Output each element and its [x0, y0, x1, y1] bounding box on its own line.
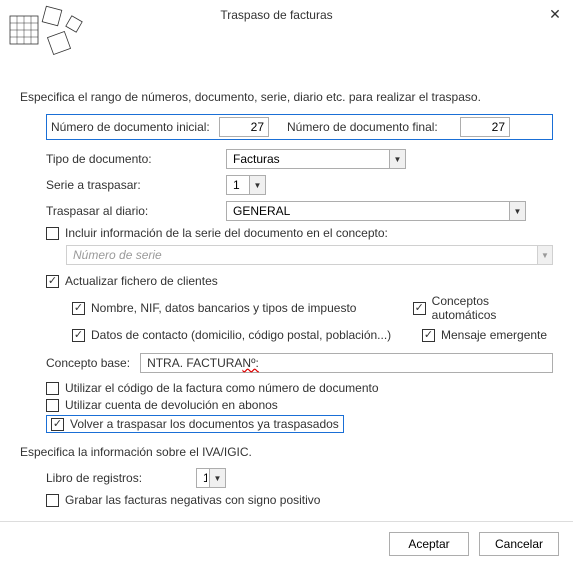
- libro-select[interactable]: ▼: [196, 468, 226, 488]
- doc-number-highlight: Número de documento inicial: Número de d…: [46, 114, 553, 140]
- nombre-row: Nombre, NIF, datos bancarios y tipos de …: [72, 294, 393, 322]
- utilizar-codigo-checkbox[interactable]: [46, 382, 59, 395]
- chevron-down-icon[interactable]: ▼: [209, 469, 225, 487]
- final-doc-label: Número de documento final:: [287, 120, 452, 134]
- concepto-prefix: NTRA. FACTURA: [147, 356, 242, 370]
- utilizar-codigo-label: Utilizar el código de la factura como nú…: [65, 381, 379, 395]
- ok-button[interactable]: Aceptar: [389, 532, 469, 556]
- intro-text: Especifica el rango de números, document…: [20, 90, 553, 104]
- doc-type-label: Tipo de documento:: [46, 152, 226, 166]
- doc-number-range: Número de documento inicial: Número de d…: [46, 114, 553, 140]
- conceptos-label: Conceptos automáticos: [432, 294, 553, 322]
- dialog-footer: Aceptar Cancelar: [0, 521, 573, 565]
- incluir-serie-label: Incluir información de la serie del docu…: [65, 226, 388, 240]
- grabar-negativas-row: Grabar las facturas negativas con signo …: [46, 493, 553, 507]
- chevron-down-icon[interactable]: ▼: [249, 176, 265, 194]
- utilizar-codigo-row: Utilizar el código de la factura como nú…: [46, 381, 553, 395]
- doc-type-row: Tipo de documento: ▼: [46, 148, 553, 170]
- nombre-label: Nombre, NIF, datos bancarios y tipos de …: [91, 301, 356, 315]
- concepto-label: Concepto base:: [46, 356, 130, 370]
- mensaje-row: Mensaje emergente: [422, 328, 547, 342]
- chevron-down-icon: ▼: [537, 245, 553, 265]
- doc-type-select[interactable]: ▼: [226, 149, 406, 169]
- utilizar-cuenta-checkbox[interactable]: [46, 399, 59, 412]
- conceptos-checkbox[interactable]: [413, 302, 426, 315]
- volver-traspasar-highlight: Volver a traspasar los documentos ya tra…: [46, 415, 344, 433]
- actualizar-checkbox[interactable]: [46, 275, 59, 288]
- app-logo: [10, 6, 85, 61]
- serie-label: Serie a traspasar:: [46, 178, 226, 192]
- iva-section: Especifica la información sobre el IVA/I…: [20, 445, 553, 507]
- utilizar-cuenta-label: Utilizar cuenta de devolución en abonos: [65, 398, 278, 412]
- contacto-row: Datos de contacto (domicilio, código pos…: [72, 328, 402, 342]
- concepto-input[interactable]: NTRA. FACTURA Nº:: [140, 353, 553, 373]
- incluir-serie-checkbox[interactable]: [46, 227, 59, 240]
- volver-traspasar-checkbox[interactable]: [51, 418, 64, 431]
- chevron-down-icon[interactable]: ▼: [509, 202, 525, 220]
- serie-select[interactable]: ▼: [226, 175, 266, 195]
- initial-doc-label: Número de documento inicial:: [51, 120, 211, 134]
- actualizar-label: Actualizar fichero de clientes: [65, 274, 218, 288]
- contacto-checkbox[interactable]: [72, 329, 85, 342]
- contacto-label: Datos de contacto (domicilio, código pos…: [91, 328, 391, 342]
- numero-serie-dropdown: ▼: [537, 245, 553, 265]
- diario-row: Traspasar al diario: ▼: [46, 200, 553, 222]
- doc-type-value[interactable]: [226, 149, 406, 169]
- serie-row: Serie a traspasar: ▼: [46, 174, 553, 196]
- volver-traspasar-wrap: Volver a traspasar los documentos ya tra…: [46, 415, 553, 433]
- final-doc-input[interactable]: [460, 117, 510, 137]
- window-title: Traspaso de facturas: [8, 8, 545, 22]
- nombre-checkbox[interactable]: [72, 302, 85, 315]
- numero-serie-input: Número de serie: [66, 245, 538, 265]
- libro-label: Libro de registros:: [46, 471, 196, 485]
- dialog-content: Especifica el rango de números, document…: [0, 30, 573, 507]
- initial-doc-input[interactable]: [219, 117, 269, 137]
- grabar-negativas-label: Grabar las facturas negativas con signo …: [65, 493, 320, 507]
- diario-select[interactable]: ▼: [226, 201, 526, 221]
- numero-serie-row: Número de serie ▼: [66, 244, 553, 266]
- chevron-down-icon[interactable]: ▼: [389, 150, 405, 168]
- close-icon[interactable]: ✕: [545, 5, 565, 25]
- mensaje-label: Mensaje emergente: [441, 328, 547, 342]
- conceptos-row: Conceptos automáticos: [413, 294, 553, 322]
- volver-traspasar-label: Volver a traspasar los documentos ya tra…: [70, 417, 339, 431]
- title-bar: Traspaso de facturas ✕: [0, 0, 573, 30]
- mensaje-checkbox[interactable]: [422, 329, 435, 342]
- concepto-suffix: Nº:: [242, 356, 258, 370]
- utilizar-cuenta-row: Utilizar cuenta de devolución en abonos: [46, 398, 553, 412]
- cancel-button[interactable]: Cancelar: [479, 532, 559, 556]
- diario-label: Traspasar al diario:: [46, 204, 226, 218]
- libro-row: Libro de registros: ▼: [46, 467, 553, 489]
- iva-intro: Especifica la información sobre el IVA/I…: [20, 445, 553, 459]
- concepto-row: Concepto base: NTRA. FACTURA Nº:: [46, 353, 553, 373]
- grabar-negativas-checkbox[interactable]: [46, 494, 59, 507]
- diario-value[interactable]: [226, 201, 526, 221]
- actualizar-row: Actualizar fichero de clientes: [46, 274, 553, 288]
- actualizar-subopts: Nombre, NIF, datos bancarios y tipos de …: [72, 291, 553, 345]
- incluir-serie-row: Incluir información de la serie del docu…: [46, 226, 553, 240]
